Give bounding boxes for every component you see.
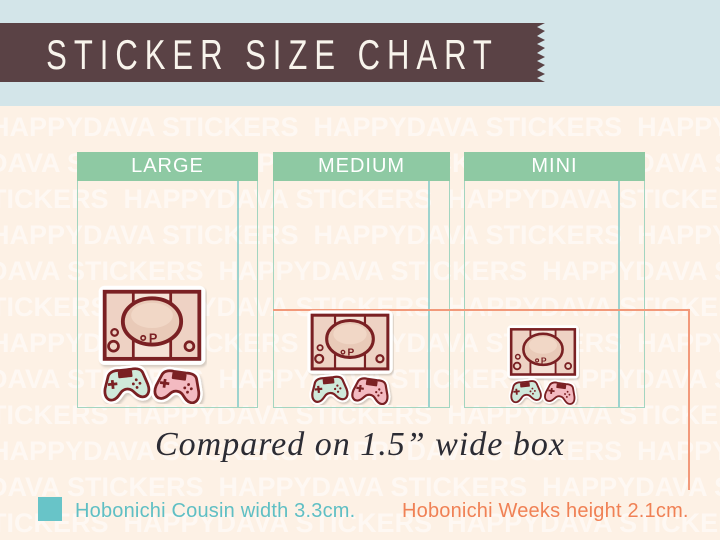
size-box-medium-header: MEDIUM <box>273 152 450 181</box>
watermark-row: HAPPYDAVA STICKERS HAPPYDAVA STICKERS HA… <box>0 508 720 538</box>
weeks-height-leader-line <box>688 309 690 490</box>
console-sticker-mini <box>506 324 580 405</box>
weeks-height-line <box>273 309 690 311</box>
size-box-mini-header: MINI <box>464 152 645 181</box>
cousin-legend-swatch <box>38 497 62 521</box>
page-title: STICKER SIZE CHART <box>46 31 499 79</box>
watermark-row: HAPPYDAVA STICKERS HAPPYDAVA STICKERS HA… <box>0 112 720 142</box>
cousin-width-line-large <box>237 181 239 407</box>
watermark-row: HAPPYDAVA STICKERS HAPPYDAVA STICKERS HA… <box>0 220 720 250</box>
size-box-medium: MEDIUM <box>273 152 450 408</box>
watermark-row: HAPPYDAVA STICKERS HAPPYDAVA STICKERS HA… <box>0 400 720 430</box>
weeks-legend-label: Hobonichi Weeks height 2.1cm. <box>402 500 689 522</box>
cousin-width-line-medium <box>428 181 430 407</box>
size-box-mini: MINI <box>464 152 645 408</box>
watermark-row: HAPPYDAVA STICKERS HAPPYDAVA STICKERS HA… <box>0 472 720 502</box>
cousin-legend-label: Hobonichi Cousin width 3.3cm. <box>75 500 356 522</box>
title-banner: STICKER SIZE CHART <box>0 23 545 82</box>
caption: Compared on 1.5” wide box <box>154 426 565 463</box>
cousin-width-line-mini <box>618 181 620 407</box>
watermark-row: HAPPYDAVA STICKERS HAPPYDAVA STICKERS HA… <box>0 436 720 466</box>
watermark-row: HAPPYDAVA STICKERS HAPPYDAVA STICKERS HA… <box>0 184 720 214</box>
size-box-large: LARGE <box>77 152 258 408</box>
watermark-row: HAPPYDAVA STICKERS HAPPYDAVA STICKERS HA… <box>0 256 720 286</box>
size-box-large-header: LARGE <box>77 152 258 181</box>
console-sticker-large <box>97 284 207 404</box>
console-sticker-medium <box>306 309 394 405</box>
